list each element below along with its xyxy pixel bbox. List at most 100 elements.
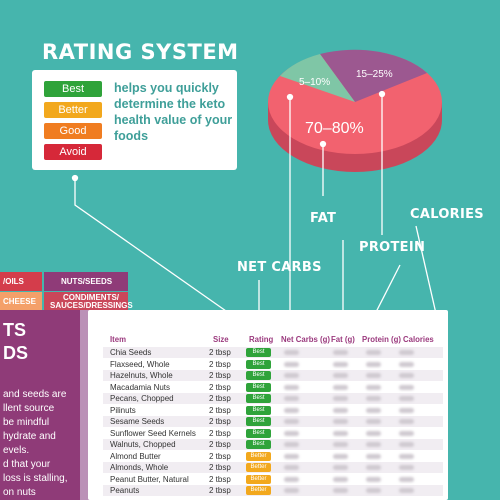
rating-avoid-pill: Avoid: [44, 144, 102, 160]
row-rating-badge: Best: [246, 405, 271, 415]
row-blurred-value: [366, 465, 381, 470]
row-blurred-value: [333, 453, 348, 459]
row-item: Sunflower Seed Kernels: [110, 428, 196, 438]
side-text-line: evels.: [3, 445, 30, 456]
row-blurred-value: [333, 350, 348, 355]
row-blurred-value: [399, 373, 414, 378]
row-rating-badge: Best: [246, 440, 271, 449]
row-item: Pilinuts: [110, 405, 136, 415]
row-blurred-value: [399, 442, 414, 447]
col-header-protein: Protein (g): [362, 335, 401, 344]
table-row: Pecans, Chopped 2 tbsp Best: [103, 393, 443, 404]
row-blurred-value: [399, 407, 414, 413]
table-row: Peanuts 2 tbsp Better: [103, 485, 443, 496]
rating-good-pill: Good: [44, 123, 102, 139]
pie-label-net-carbs: 5–10%: [299, 77, 331, 88]
row-blurred-value: [333, 430, 348, 436]
pie-slice-protein: [320, 49, 427, 102]
rating-better-pill: Better: [44, 102, 102, 118]
row-blurred-value: [366, 453, 381, 459]
row-size: 2 tbsp: [209, 359, 231, 369]
label-fat: FAT: [310, 211, 337, 226]
row-blurred-value: [399, 384, 414, 390]
row-size: 2 tbsp: [209, 348, 231, 357]
rating-legend-card: Best Better Good Avoid helps you quickly…: [32, 70, 237, 170]
row-size: 2 tbsp: [209, 394, 231, 403]
row-item: Macadamia Nuts: [110, 382, 171, 392]
side-text-line: loss is stalling,: [3, 473, 68, 484]
row-blurred-value: [366, 488, 381, 493]
rating-best-pill: Best: [44, 81, 102, 97]
row-blurred-value: [399, 465, 414, 470]
side-title-line1: TS: [3, 320, 27, 340]
side-text-line: and seeds are: [3, 389, 67, 400]
row-blurred-value: [333, 384, 348, 390]
row-blurred-value: [366, 373, 381, 378]
row-blurred-value: [366, 476, 381, 482]
row-blurred-value: [284, 419, 299, 424]
row-size: 2 tbsp: [209, 486, 231, 495]
tab-condiments-label-2: SAUCES/DRESSINGS: [50, 301, 133, 310]
tab-oils-label: /OILS: [3, 277, 24, 286]
leader-lines: [71, 90, 438, 319]
row-blurred-value: [399, 361, 414, 367]
row-item: Almonds, Whole: [110, 463, 169, 472]
row-blurred-value: [284, 430, 299, 436]
table-row: Walnuts, Chopped 2 tbsp Best: [103, 439, 443, 450]
row-size: 2 tbsp: [209, 417, 231, 426]
table-row: Peanut Butter, Natural 2 tbsp Better: [103, 474, 443, 485]
table-row: Sesame Seeds 2 tbsp Best: [103, 416, 443, 427]
row-rating-badge: Best: [246, 359, 271, 369]
table-row: Chia Seeds 2 tbsp Best: [103, 347, 443, 358]
row-rating-badge: Best: [246, 417, 271, 426]
rating-system-title: RATING SYSTEM: [42, 40, 239, 64]
side-text-line: llent source: [3, 403, 55, 414]
row-blurred-value: [399, 396, 414, 401]
row-rating-badge: Best: [246, 348, 271, 357]
row-blurred-value: [333, 407, 348, 413]
row-item: Hazelnuts, Whole: [110, 371, 173, 380]
tab-cheese[interactable]: CHEESE: [0, 292, 42, 311]
tab-nuts-seeds[interactable]: NUTS/SEEDS: [44, 272, 128, 291]
row-rating-badge: Best: [246, 428, 271, 438]
tab-condiments[interactable]: CONDIMENTS/ SAUCES/DRESSINGS: [44, 292, 133, 311]
row-item: Almond Butter: [110, 451, 161, 461]
row-item: Flaxseed, Whole: [110, 359, 170, 369]
row-blurred-value: [284, 465, 299, 470]
col-header-net-carbs: Net Carbs (g): [281, 335, 330, 344]
table-row: Hazelnuts, Whole 2 tbsp Best: [103, 370, 443, 381]
row-item: Pecans, Chopped: [110, 394, 174, 403]
row-blurred-value: [284, 488, 299, 493]
row-size: 2 tbsp: [209, 451, 231, 461]
row-item: Walnuts, Chopped: [110, 440, 176, 449]
row-blurred-value: [399, 430, 414, 436]
row-blurred-value: [366, 442, 381, 447]
row-item: Peanut Butter, Natural: [110, 474, 189, 484]
rating-description: helps you quickly determine the keto hea…: [114, 81, 233, 143]
label-protein: PROTEIN: [359, 240, 426, 255]
tab-cheese-label: CHEESE: [3, 297, 36, 306]
row-blurred-value: [366, 430, 381, 436]
side-text-line: be mindful: [3, 417, 50, 428]
col-header-size: Size: [213, 335, 229, 344]
row-rating-badge: Best: [246, 394, 271, 403]
col-header-item: Item: [110, 335, 127, 344]
table-row: Almond Butter 2 tbsp Better: [103, 451, 443, 462]
side-text-line: hydrate and: [3, 431, 56, 442]
row-item: Peanuts: [110, 486, 140, 495]
row-blurred-value: [333, 465, 348, 470]
row-blurred-value: [284, 476, 299, 482]
row-rating-badge: Best: [246, 371, 271, 380]
side-title-line2: DS: [3, 343, 29, 363]
table-row: Almonds, Whole 2 tbsp Better: [103, 462, 443, 473]
pie-label-fat: 70–80%: [305, 120, 364, 137]
table-row: Sunflower Seed Kernels 2 tbsp Best: [103, 428, 443, 439]
row-blurred-value: [284, 396, 299, 401]
tab-oils[interactable]: /OILS: [0, 272, 42, 291]
row-blurred-value: [333, 442, 348, 447]
row-rating-badge: Better: [246, 474, 271, 484]
row-size: 2 tbsp: [209, 371, 231, 380]
row-rating-badge: Better: [246, 486, 271, 495]
row-item: Sesame Seeds: [110, 417, 165, 426]
